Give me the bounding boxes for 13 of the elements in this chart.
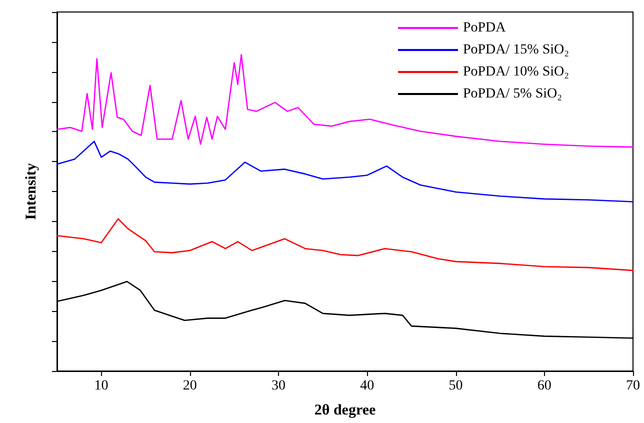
legend-label: PoPDA/ 15% SiO₂ — [462, 42, 570, 58]
x-axis-title: 2θ degree — [314, 402, 376, 418]
legend-label: PoPDA — [462, 20, 507, 36]
y-axis-title: Intensity — [24, 162, 40, 220]
legend-label: PoPDA/ 5% SiO₂ — [462, 86, 562, 102]
x-tick-label: 50 — [448, 378, 463, 394]
x-tick-label: 60 — [537, 378, 552, 394]
legend-label: PoPDA/ 10% SiO₂ — [462, 64, 570, 80]
x-tick-label: 30 — [272, 378, 286, 394]
x-tick-label: 20 — [182, 378, 197, 394]
x-tick-label: 10 — [94, 378, 108, 394]
x-tick-label: 40 — [360, 378, 374, 394]
x-tick-label: 70 — [626, 378, 640, 394]
